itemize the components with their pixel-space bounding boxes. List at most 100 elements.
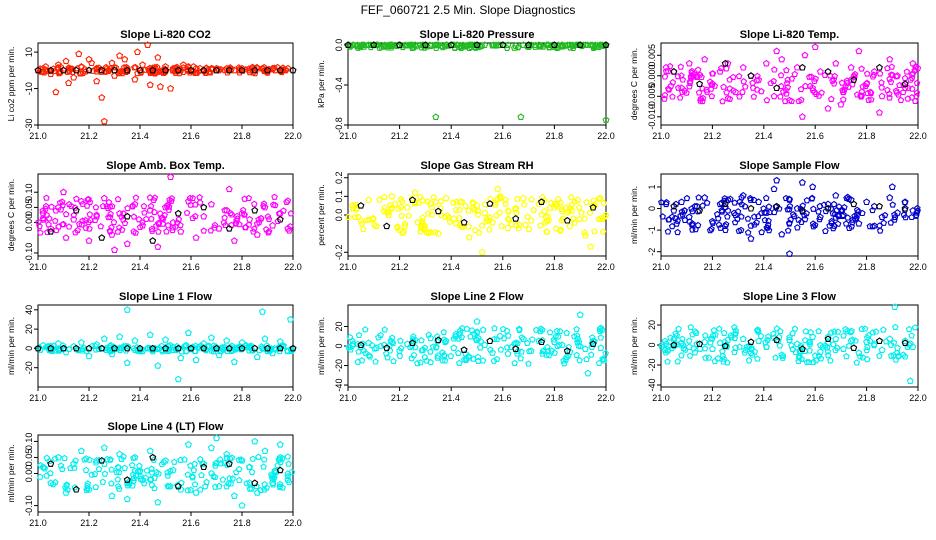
cloud-point <box>70 211 78 219</box>
cloud-point <box>513 350 521 357</box>
panel-sampleflow: Slope Sample Flow 21.0 21.2 21.4 21.6 21.8 22.… <box>629 160 927 272</box>
y-tick-label: -0.10 <box>24 243 34 264</box>
cloud-point <box>537 222 544 229</box>
data-point <box>589 337 597 345</box>
data-point <box>357 42 365 49</box>
cloud-point <box>131 467 139 474</box>
overlay-point <box>875 337 883 344</box>
data-point <box>778 351 786 358</box>
data-point <box>839 211 847 218</box>
overlay-point <box>110 344 119 352</box>
x-tick-label: 21.8 <box>546 262 564 272</box>
cloud-point <box>827 205 835 212</box>
cloud-point <box>546 329 554 336</box>
cloud-point <box>824 333 832 340</box>
y-tick-label: -20 <box>24 361 34 374</box>
cloud-point <box>695 89 703 96</box>
cloud-point <box>702 354 709 361</box>
data-point <box>47 225 55 232</box>
x-tick-label: 21.4 <box>442 393 460 403</box>
cloud-point <box>558 217 566 224</box>
cloud-point <box>810 223 817 230</box>
cloud-point <box>425 229 432 236</box>
cloud-point <box>447 352 455 359</box>
overlay-point <box>563 347 571 354</box>
cloud-point <box>678 352 685 359</box>
data-point <box>798 178 806 186</box>
cloud-point <box>518 348 525 355</box>
data-point <box>110 72 119 79</box>
overlay-point <box>161 344 170 352</box>
data-point <box>380 42 388 49</box>
cloud-point <box>853 359 861 366</box>
cloud-point <box>386 347 394 354</box>
data-point <box>755 76 763 83</box>
data-point <box>223 450 231 458</box>
cloud-point <box>784 84 792 91</box>
cloud-point <box>530 206 538 213</box>
point-cloud <box>35 193 295 236</box>
cloud-point <box>428 211 436 218</box>
data-point <box>870 68 878 75</box>
cloud-point <box>249 228 257 235</box>
cloud-point <box>419 214 427 221</box>
data-point <box>458 198 466 205</box>
cloud-point <box>834 328 842 335</box>
cloud-point <box>869 223 876 230</box>
cloud-point <box>504 207 512 214</box>
cloud-point <box>187 462 194 469</box>
overlay-point <box>721 59 729 67</box>
data-point <box>893 72 901 79</box>
overlay-point <box>537 338 546 346</box>
overlay-point <box>149 344 157 352</box>
cloud-point <box>260 456 268 463</box>
cloud-point <box>182 341 190 349</box>
cloud-point <box>149 64 157 71</box>
data-point <box>793 204 801 212</box>
cloud-point <box>208 469 215 476</box>
data-point <box>678 339 686 346</box>
cloud-point <box>93 211 100 218</box>
cloud-point <box>427 358 435 366</box>
overlay-point <box>383 344 391 351</box>
cloud-point <box>122 342 130 349</box>
data-point <box>708 217 716 225</box>
cloud-point <box>65 68 73 75</box>
cloud-point <box>490 335 498 343</box>
data-point <box>380 207 388 215</box>
data-point <box>878 213 886 221</box>
overlay-point <box>721 342 729 349</box>
x-tick-label: 21.0 <box>29 262 47 272</box>
cloud-point <box>773 325 781 332</box>
data-point <box>839 345 847 352</box>
x-tick-label: 21.0 <box>339 262 357 272</box>
data-point <box>891 303 899 310</box>
cloud-point <box>691 349 699 356</box>
cloud-point <box>738 213 745 220</box>
data-point <box>200 212 208 220</box>
panel-title: Slope Line 1 Flow <box>119 291 212 303</box>
data-point <box>284 476 292 483</box>
cloud-point <box>545 352 553 359</box>
data-point <box>685 343 693 350</box>
cloud-point <box>169 224 177 231</box>
cloud-point <box>591 228 598 235</box>
cloud-point <box>757 332 765 339</box>
data-point <box>146 447 154 455</box>
cloud-point <box>135 216 143 223</box>
cloud-point <box>284 453 292 460</box>
cloud-point <box>130 213 138 220</box>
cloud-point <box>167 467 174 474</box>
data-point <box>167 173 175 181</box>
cloud-point <box>914 64 922 72</box>
cloud-point <box>389 339 397 347</box>
data-point <box>755 337 763 344</box>
cloud-point <box>665 86 673 93</box>
data-point <box>131 75 139 83</box>
overlay-point <box>276 66 284 74</box>
data-point <box>724 59 732 67</box>
overlay-point <box>47 344 55 352</box>
data-point <box>798 113 806 120</box>
overlay-point <box>212 66 221 74</box>
data-point <box>253 231 261 238</box>
